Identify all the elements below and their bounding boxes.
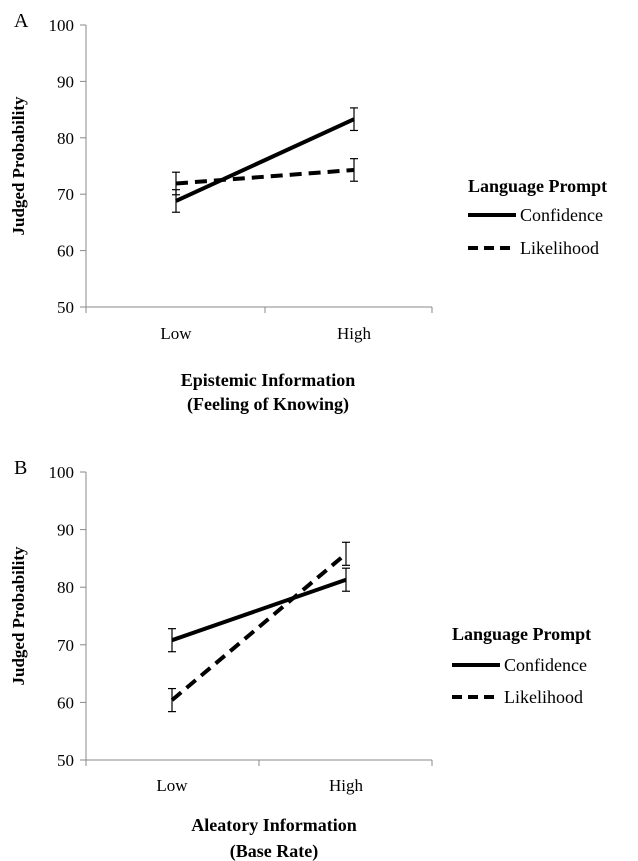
x-tick-label: High [337, 324, 372, 343]
y-tick-label: 100 [49, 16, 75, 35]
error-bar [342, 542, 350, 565]
x-axis-label: Epistemic Information [181, 370, 356, 390]
legend: Language Prompt Confidence Likelihood [452, 624, 591, 707]
y-tick-label: 50 [57, 298, 74, 317]
x-axis-label: Aleatory Information [191, 815, 356, 835]
x-tick-label: High [329, 776, 364, 795]
x-tick-label: Low [160, 324, 192, 343]
y-axis-label: Judged Probability [9, 96, 28, 236]
x-tick-label: Low [156, 776, 188, 795]
series-line [176, 119, 354, 201]
y-axis-label: Judged Probability [9, 546, 28, 686]
legend-item-label: Likelihood [520, 238, 599, 258]
y-tick-label: 80 [57, 129, 74, 148]
series-line [172, 580, 346, 640]
legend-title: Language Prompt [452, 624, 591, 644]
chart-panel-b: B 50 60 70 80 90 100 Low High Judged Probability A… [9, 457, 591, 861]
legend-item-label: Confidence [520, 205, 603, 225]
y-tick-label: 60 [57, 693, 74, 712]
series-confidence [168, 568, 350, 652]
legend: Language Prompt Confidence Likelihood [468, 176, 607, 258]
panel-label: A [14, 10, 29, 32]
legend-item-label: Likelihood [504, 687, 583, 707]
y-tick-label: 80 [57, 578, 74, 597]
x-axis-label: (Base Rate) [230, 841, 318, 861]
y-tick-label: 90 [57, 521, 74, 540]
series-likelihood [168, 542, 350, 711]
y-tick-label: 90 [57, 72, 74, 91]
series-line [176, 170, 354, 184]
series-line [172, 554, 346, 700]
y-tick-label: 70 [57, 636, 74, 655]
y-tick-label: 100 [49, 463, 75, 482]
legend-item-label: Confidence [504, 655, 587, 675]
legend-title: Language Prompt [468, 176, 607, 196]
y-tick-label: 50 [57, 751, 74, 770]
y-tick-label: 70 [57, 185, 74, 204]
x-axis-label: (Feeling of Knowing) [187, 394, 349, 415]
series-confidence [172, 108, 358, 212]
y-tick-label: 60 [57, 242, 74, 261]
panel-label: B [14, 457, 27, 479]
chart-panel-a: A 50 60 70 80 90 100 Low High Judged Probability E… [9, 10, 607, 415]
